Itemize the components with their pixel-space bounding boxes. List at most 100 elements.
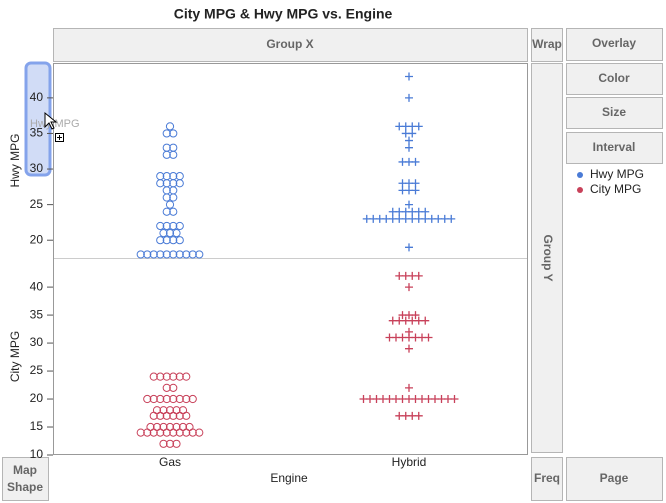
- point: [162, 150, 171, 159]
- point: [195, 428, 204, 437]
- size-zone[interactable]: [566, 97, 663, 129]
- point: [405, 72, 413, 81]
- point: [405, 93, 413, 102]
- point: [169, 236, 178, 245]
- point: [405, 344, 413, 353]
- point: [165, 228, 175, 238]
- overlay-label: Overlay: [592, 36, 636, 50]
- point: [156, 221, 165, 231]
- point: [175, 221, 184, 231]
- x-tick-label: Gas: [159, 455, 181, 469]
- point: [156, 411, 165, 420]
- point: [172, 228, 181, 238]
- point: [188, 250, 197, 259]
- point: [405, 383, 413, 392]
- point: [421, 207, 430, 216]
- point: [405, 200, 413, 209]
- point: [149, 411, 158, 420]
- wrap-zone[interactable]: [531, 28, 563, 62]
- point: [165, 200, 175, 209]
- point: [408, 129, 417, 138]
- point: [156, 179, 165, 188]
- y-tick-label: 15: [30, 419, 44, 433]
- point: [162, 193, 171, 202]
- legend-label: City MPG: [590, 182, 641, 196]
- point: [162, 383, 171, 392]
- point: [411, 186, 420, 195]
- point: [162, 250, 171, 259]
- point: [188, 428, 197, 437]
- point: [169, 207, 178, 216]
- point: [156, 428, 165, 437]
- point: [162, 236, 171, 245]
- point: [165, 122, 175, 131]
- point: [162, 372, 171, 381]
- freq-label: Freq: [534, 471, 560, 485]
- y-tick-label: 25: [30, 363, 44, 377]
- point: [162, 129, 171, 138]
- point: [156, 394, 165, 404]
- point: [169, 411, 178, 420]
- point: [414, 411, 423, 420]
- interval-label: Interval: [593, 140, 636, 154]
- point: [182, 428, 191, 437]
- point: [136, 428, 145, 437]
- point: [424, 333, 433, 342]
- y-tick-label: 20: [30, 232, 44, 246]
- point: [149, 428, 158, 437]
- point: [169, 372, 178, 381]
- point: [136, 250, 145, 259]
- overlay-zone[interactable]: [566, 28, 663, 61]
- cursor: [44, 111, 58, 130]
- point: [182, 394, 191, 404]
- point: [169, 193, 178, 202]
- map-shape-zone[interactable]: [2, 457, 49, 501]
- point: [156, 250, 165, 259]
- group-x-zone[interactable]: [53, 28, 528, 62]
- point: [411, 157, 420, 166]
- x-axis-title: Engine: [270, 471, 308, 485]
- point: [405, 136, 413, 145]
- y-tick-label: 20: [30, 391, 44, 405]
- y-tick-label: 10: [30, 447, 44, 461]
- point: [169, 394, 178, 404]
- point: [414, 122, 423, 131]
- point: [175, 236, 184, 245]
- point: [421, 316, 430, 325]
- group-y-label: Group Y: [541, 234, 555, 281]
- legend-label: Hwy MPG: [590, 167, 644, 181]
- point: [169, 221, 178, 231]
- y-tick-label: 30: [30, 161, 44, 175]
- point: [182, 250, 191, 259]
- point: [156, 372, 165, 381]
- y-tick-label: 35: [30, 126, 44, 140]
- x-tick-label: Hybrid: [392, 455, 427, 469]
- point: [182, 372, 191, 381]
- map-shape-label: Map: [13, 463, 37, 477]
- page-zone[interactable]: [566, 457, 663, 501]
- point: [162, 221, 171, 231]
- y-tick-label: 40: [30, 279, 44, 293]
- point: [149, 250, 158, 259]
- color-label: Color: [598, 71, 630, 85]
- point: [175, 394, 184, 404]
- color-zone[interactable]: [566, 63, 663, 95]
- y-axis-title: City MPG: [8, 331, 22, 382]
- y-tick-label: 30: [30, 335, 44, 349]
- point: [162, 428, 171, 437]
- size-label: Size: [602, 105, 626, 119]
- interval-zone[interactable]: [566, 132, 663, 164]
- group-y-zone[interactable]: [531, 63, 563, 453]
- freq-zone[interactable]: [531, 457, 563, 501]
- chart-title: City MPG & Hwy MPG vs. Engine: [174, 6, 393, 22]
- point: [175, 250, 184, 259]
- point: [405, 143, 413, 152]
- point: [149, 394, 158, 404]
- point: [405, 243, 413, 252]
- y-tick-label: 25: [30, 197, 44, 211]
- point: [188, 394, 197, 404]
- point: [162, 394, 171, 404]
- point: [169, 428, 178, 437]
- point: [169, 129, 178, 138]
